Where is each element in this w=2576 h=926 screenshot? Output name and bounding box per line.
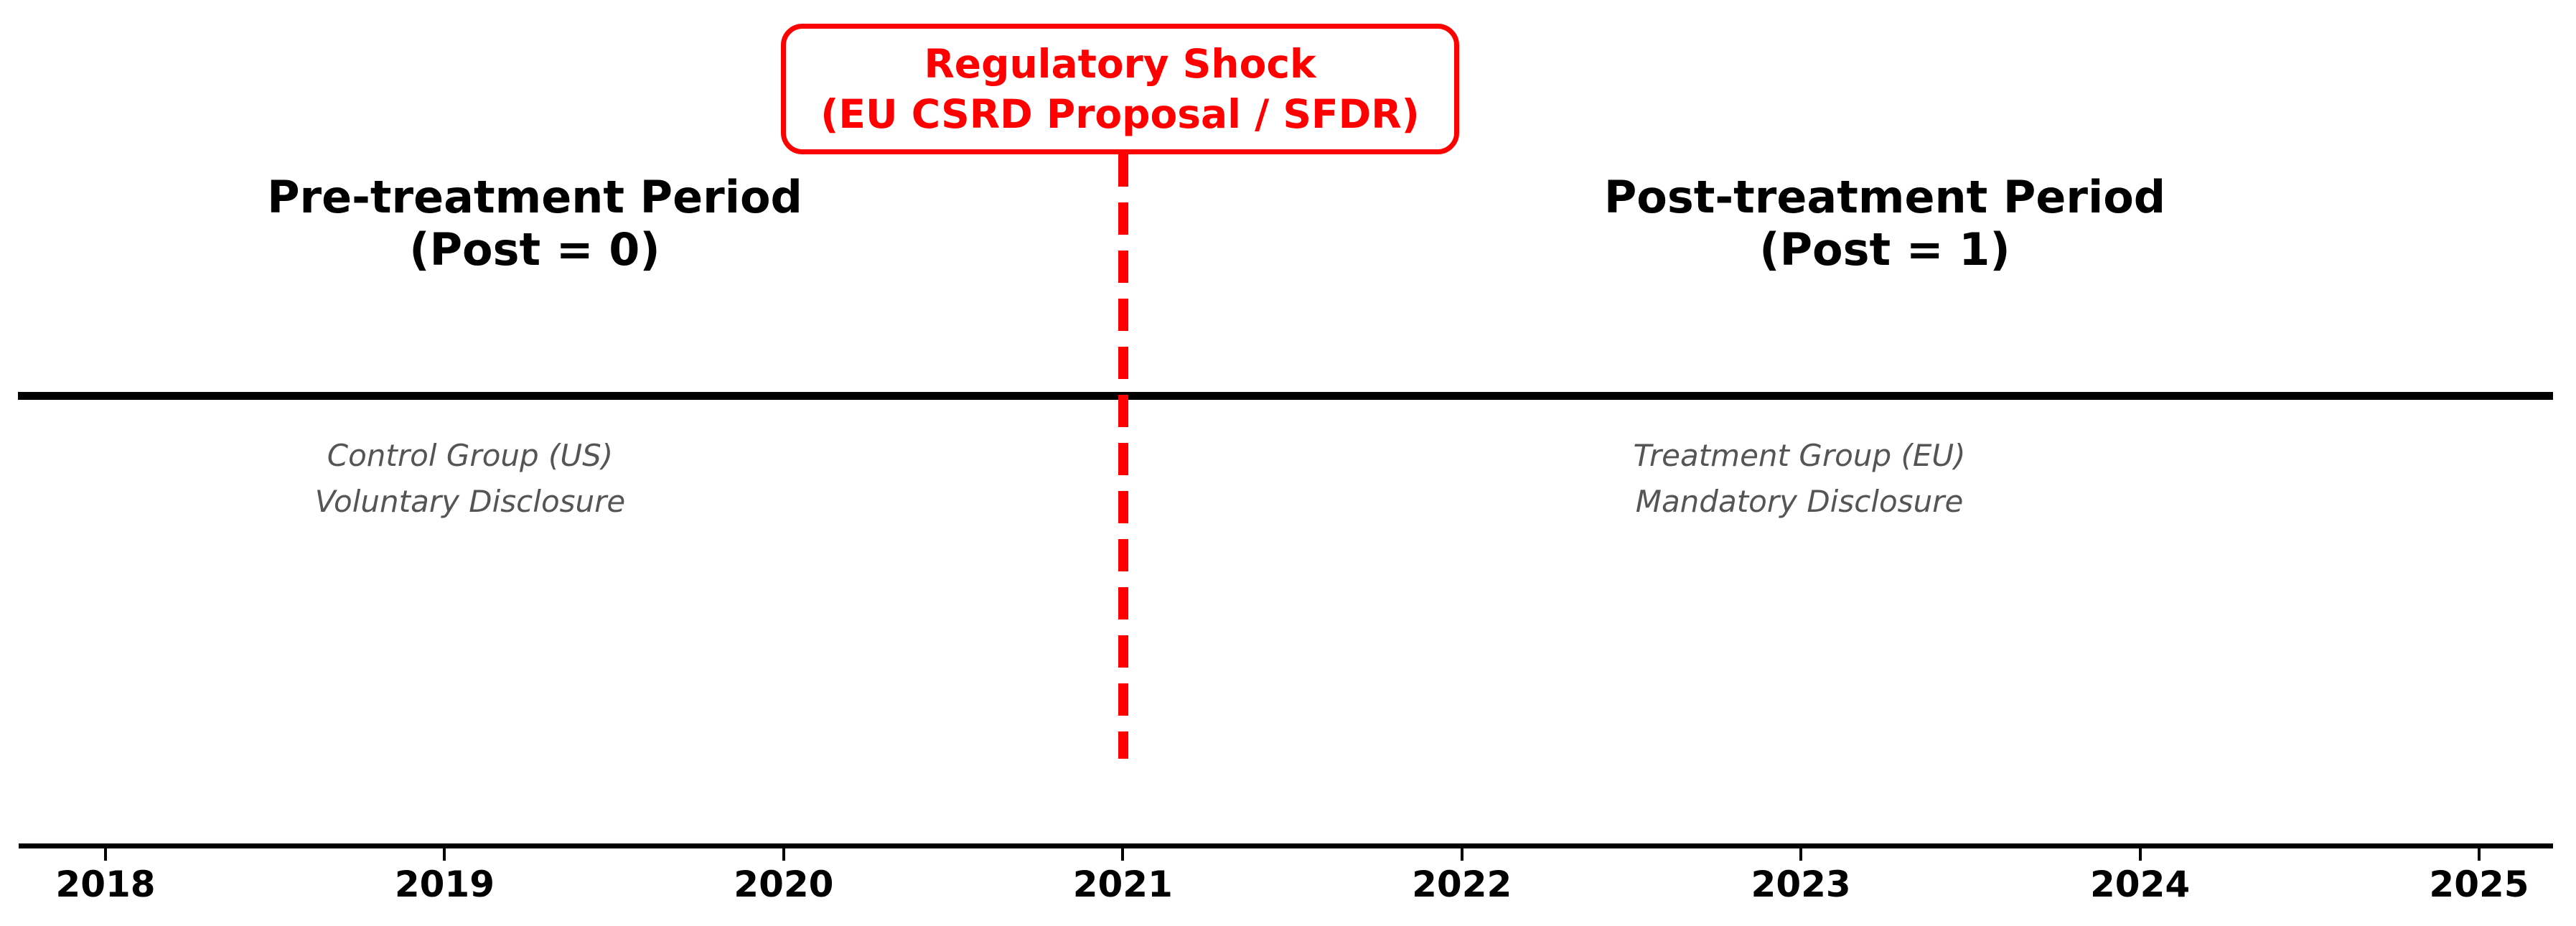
regulatory-shock-callout: Regulatory Shock (EU CSRD Proposal / SFD…: [781, 24, 1459, 154]
year-label-2020: 2020: [734, 864, 834, 905]
timeline-axis-line: [19, 843, 2553, 848]
year-label-2018: 2018: [55, 864, 156, 905]
pre-treatment-title: Pre-treatment Period (Post = 0): [267, 171, 802, 276]
control-group-label: Control Group (US) Voluntary Disclosure: [315, 433, 626, 525]
control-group-disclosure: Voluntary Disclosure: [314, 484, 626, 519]
year-tick-2020: [782, 848, 785, 861]
year-label-2019: 2019: [394, 864, 495, 905]
post-treatment-title-line: Post-treatment Period: [1603, 171, 2166, 223]
pre-treatment-subtitle-line: (Post = 0): [409, 223, 660, 276]
treatment-group-name: Treatment Group (EU): [1633, 438, 1966, 473]
treatment-group-disclosure: Mandatory Disclosure: [1635, 484, 1964, 519]
shock-subtitle: (EU CSRD Proposal / SFDR): [820, 91, 1420, 137]
shock-title: Regulatory Shock: [924, 41, 1316, 87]
year-tick-2025: [2478, 848, 2481, 861]
pre-treatment-title-line: Pre-treatment Period: [267, 171, 802, 223]
year-tick-2024: [2138, 848, 2142, 861]
post-treatment-subtitle-line: (Post = 1): [1759, 223, 2010, 276]
year-tick-2019: [443, 848, 446, 861]
year-tick-2018: [104, 848, 107, 861]
year-label-2024: 2024: [2089, 864, 2191, 905]
year-label-2022: 2022: [1412, 864, 1512, 905]
year-label-2023: 2023: [1751, 864, 1851, 905]
year-tick-2022: [1460, 848, 1463, 861]
year-tick-2021: [1121, 848, 1125, 861]
post-treatment-title: Post-treatment Period (Post = 1): [1604, 171, 2165, 276]
year-label-2025: 2025: [2429, 864, 2529, 905]
year-tick-2023: [1799, 848, 1803, 861]
control-group-name: Control Group (US): [327, 438, 614, 473]
treatment-group-label: Treatment Group (EU) Mandatory Disclosur…: [1633, 433, 1965, 525]
treatment-divider-line: [18, 392, 2553, 400]
year-label-2021: 2021: [1072, 864, 1173, 905]
shock-event-dashed-line: [1118, 154, 1128, 759]
